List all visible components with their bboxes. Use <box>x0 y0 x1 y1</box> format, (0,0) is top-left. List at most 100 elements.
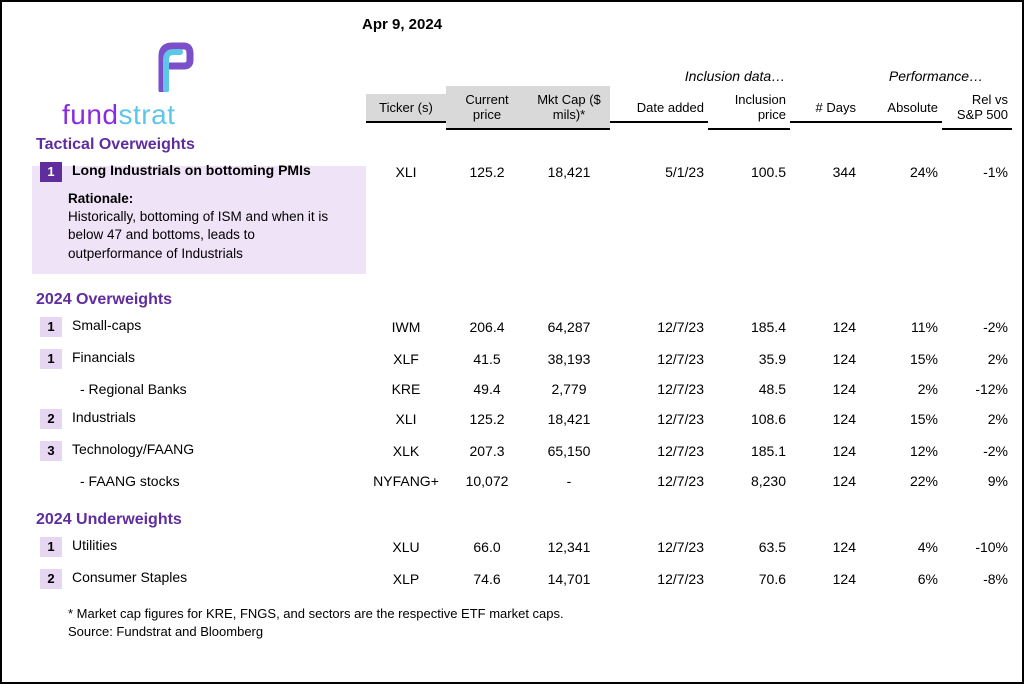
cell-price: 66.0 <box>446 536 528 558</box>
cell-days: 124 <box>790 316 860 338</box>
cell-ticker: KRE <box>366 378 446 400</box>
table-row: 2 Consumer StaplesXLP74.614,70112/7/2370.… <box>26 563 998 595</box>
col-rel: Rel vs S&P 500 <box>942 86 1012 130</box>
cell-ticker: IWM <box>366 316 446 338</box>
cell-price: 125.2 <box>446 408 528 430</box>
cell-mktcap: 2,779 <box>528 378 610 400</box>
cell-incl_price: 70.6 <box>708 568 790 590</box>
column-header-row: Ticker (s) Current price Mkt Cap ($ mils… <box>26 86 998 130</box>
cell-days: 124 <box>790 378 860 400</box>
inclusion-header: Inclusion data… <box>610 68 860 86</box>
cell-days: 124 <box>790 408 860 430</box>
cell-mktcap: 18,421 <box>528 161 610 183</box>
table-row: - Regional BanksKRE49.42,77912/7/2348.51… <box>26 375 998 403</box>
group-header-row: Inclusion data… Performance… <box>26 68 998 86</box>
row-name: - FAANG stocks <box>72 473 362 489</box>
row-name: - Regional Banks <box>72 381 362 397</box>
cell-rel: 2% <box>942 408 1012 430</box>
cell-price: 41.5 <box>446 348 528 370</box>
cell-rel: -2% <box>942 316 1012 338</box>
cell-absolute: 15% <box>860 348 942 370</box>
table-row: 2IndustrialsXLI125.218,42112/7/23108.612… <box>26 403 998 435</box>
cell-days: 124 <box>790 348 860 370</box>
cell-date_added: 12/7/23 <box>610 440 708 462</box>
cell-rel: -12% <box>942 378 1012 400</box>
cell-price: 49.4 <box>446 378 528 400</box>
row-name: Long Industrials on bottoming PMIs <box>72 162 362 178</box>
cell-absolute: 22% <box>860 470 942 492</box>
cell-incl_price: 8,230 <box>708 470 790 492</box>
row-badge: 1 <box>40 317 62 337</box>
table-row: 1 Small-capsIWM206.464,28712/7/23185.4124… <box>26 311 998 343</box>
cell-absolute: 2% <box>860 378 942 400</box>
cell-date_added: 12/7/23 <box>610 348 708 370</box>
cell-rel: -2% <box>942 440 1012 462</box>
section-uw-title: 2024 Underweights <box>26 505 998 531</box>
cell-incl_price: 48.5 <box>708 378 790 400</box>
cell-date_added: 12/7/23 <box>610 470 708 492</box>
cell-price: 74.6 <box>446 568 528 590</box>
cell-date_added: 12/7/23 <box>610 378 708 400</box>
col-date-added: Date added <box>610 94 708 123</box>
row-badge: 2 <box>40 569 62 589</box>
cell-ticker: NYFANG+ <box>366 470 446 492</box>
cell-days: 124 <box>790 440 860 462</box>
row-name: Small-caps <box>72 317 362 333</box>
rationale-text: Historically, bottoming of ISM and when … <box>68 209 328 260</box>
col-ticker: Ticker (s) <box>366 94 446 123</box>
row-badge: 1 <box>40 162 62 182</box>
cell-ticker: XLI <box>366 408 446 430</box>
row-name: Utilities <box>72 537 362 553</box>
tactical-row-1: 1 Long Industrials on bottoming PMIs XLI… <box>26 156 998 188</box>
document-frame: Apr 9, 2024 fundstrat Inclusion data… Pe… <box>0 0 1024 684</box>
cell-date_added: 12/7/23 <box>610 536 708 558</box>
cell-ticker: XLP <box>366 568 446 590</box>
cell-absolute: 12% <box>860 440 942 462</box>
table-row: 1FinancialsXLF41.538,19312/7/2335.912415… <box>26 343 998 375</box>
row-badge: 1 <box>40 349 62 369</box>
cell-ticker: XLF <box>366 348 446 370</box>
cell-mktcap: 12,341 <box>528 536 610 558</box>
cell-days: 124 <box>790 536 860 558</box>
row-badge: 1 <box>40 537 62 557</box>
col-price: Current price <box>446 86 528 130</box>
cell-days: 124 <box>790 470 860 492</box>
cell-mktcap: 18,421 <box>528 408 610 430</box>
cell-days: 344 <box>790 161 860 183</box>
col-days: # Days <box>790 94 860 123</box>
cell-price: 206.4 <box>446 316 528 338</box>
cell-price: 10,072 <box>446 470 528 492</box>
cell-absolute: 15% <box>860 408 942 430</box>
cell-date_added: 12/7/23 <box>610 408 708 430</box>
cell-ticker: XLU <box>366 536 446 558</box>
cell-mktcap: 14,701 <box>528 568 610 590</box>
table-row: - FAANG stocksNYFANG+10,072-12/7/238,230… <box>26 467 998 495</box>
cell-mktcap: 64,287 <box>528 316 610 338</box>
table-row: 1UtilitiesXLU66.012,34112/7/2363.51244%-… <box>26 531 998 563</box>
row-name: Industrials <box>72 409 362 425</box>
cell-mktcap: 65,150 <box>528 440 610 462</box>
cell-incl_price: 185.4 <box>708 316 790 338</box>
cell-date_added: 12/7/23 <box>610 316 708 338</box>
cell-incl_price: 35.9 <box>708 348 790 370</box>
cell-absolute: 11% <box>860 316 942 338</box>
rationale-block: Rationale: Historically, bottoming of IS… <box>26 188 336 271</box>
cell-date_added: 12/7/23 <box>610 568 708 590</box>
rationale-label: Rationale: <box>68 191 133 206</box>
cell-incl_price: 63.5 <box>708 536 790 558</box>
cell-rel: -1% <box>942 161 1012 183</box>
cell-ticker: XLI <box>366 161 446 183</box>
row-badge: 3 <box>40 441 62 461</box>
row-name: Consumer Staples <box>72 569 362 585</box>
col-mktcap: Mkt Cap ($ mils)* <box>528 86 610 130</box>
data-grid: Inclusion data… Performance… Ticker (s) … <box>26 68 998 641</box>
cell-rel: -8% <box>942 568 1012 590</box>
cell-date: 5/1/23 <box>610 161 708 183</box>
report-date: Apr 9, 2024 <box>362 16 442 33</box>
footnote-1: * Market cap figures for KRE, FNGS, and … <box>68 605 998 623</box>
row-name: Financials <box>72 349 362 365</box>
table-row: 3Technology/FAANGXLK207.365,15012/7/2318… <box>26 435 998 467</box>
cell-abs: 24% <box>860 161 942 183</box>
row-badge: 2 <box>40 409 62 429</box>
performance-header: Performance… <box>860 68 1012 86</box>
